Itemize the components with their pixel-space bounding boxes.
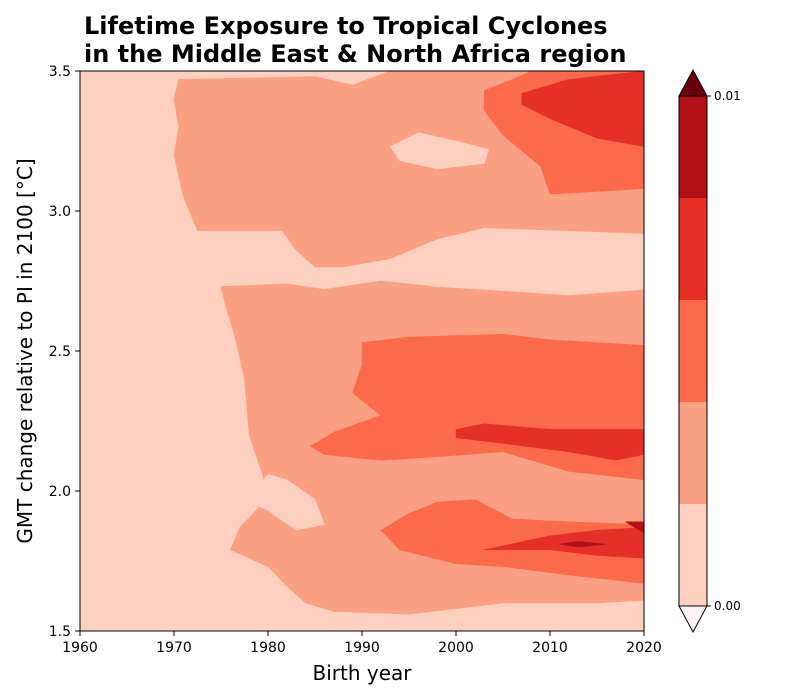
contour-region-level-0-1 [248, 473, 325, 531]
y-tick-label: 3.0 [49, 204, 71, 220]
colorbar-tick-label: 0.00 [714, 599, 741, 613]
colorbar-segment [679, 504, 707, 606]
contour-region-level-2-2 [380, 499, 644, 584]
contour-region-level-0-2 [389, 233, 644, 296]
colorbar-under-extension [678, 605, 708, 634]
x-tick-label: 1960 [62, 640, 98, 656]
x-tick-label: 2020 [626, 640, 662, 656]
y-tick-label: 3.5 [49, 64, 71, 80]
chart-title-line-2: in the Middle East & North Africa region [84, 40, 626, 68]
contour-region-level-3-1 [455, 423, 644, 461]
x-axis-label: Birth year [313, 661, 413, 685]
colorbar-frame [678, 95, 708, 607]
y-tick-label: 2.5 [49, 344, 71, 360]
y-axis-label: GMT change relative to PI in 2100 [°C] [13, 158, 37, 543]
x-tick-label: 1970 [156, 640, 192, 656]
contour-region-level-4-1 [624, 521, 644, 534]
contour-region-level-4-0 [559, 541, 607, 548]
colorbar-over-extension [678, 68, 708, 97]
colorbar-segment [679, 198, 707, 300]
contour-region-level-3-0 [521, 71, 644, 147]
colorbar-segment [679, 300, 707, 402]
y-tick-label: 2.0 [49, 484, 71, 500]
y-tick-label: 1.5 [49, 624, 71, 640]
contour-region-level-0-0 [389, 132, 490, 170]
x-tick-label: 2000 [438, 640, 474, 656]
chart-title-line-1: Lifetime Exposure to Tropical Cyclones [84, 12, 608, 40]
x-tick-label: 2010 [532, 640, 568, 656]
colorbar: 0.00 0.01 [678, 68, 741, 634]
x-tick-label: 1990 [344, 640, 380, 656]
colorbar-tick-label: 0.01 [714, 89, 741, 103]
x-tick-label: 1980 [250, 640, 286, 656]
x-axis: 1960 1970 1980 1990 2000 2010 2020 [62, 631, 662, 656]
contour-region-level-3-2 [484, 527, 644, 559]
colorbar-segment [679, 96, 707, 198]
colorbar-segment [679, 402, 707, 504]
plot-area [80, 71, 644, 631]
y-axis: 1.5 2.0 2.5 3.0 3.5 [49, 64, 80, 640]
